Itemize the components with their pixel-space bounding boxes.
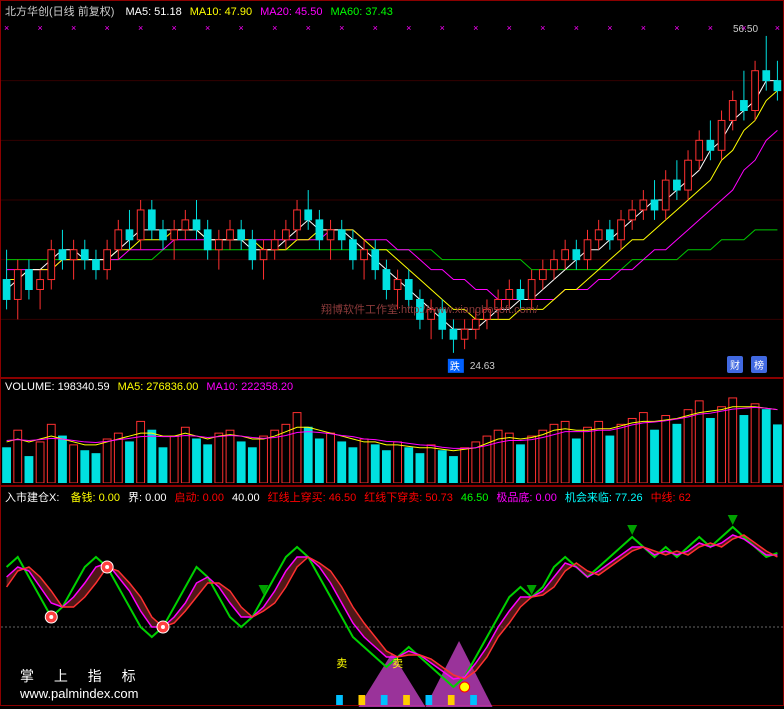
indicator-chart[interactable]: 卖卖 (1, 507, 783, 707)
svg-text:卖: 卖 (336, 657, 347, 670)
svg-text:56.50: 56.50 (733, 24, 758, 35)
volume-panel[interactable]: VOLUME: 198340.59MA5: 276836.00MA10: 222… (0, 378, 784, 486)
indicator-panel[interactable]: 入市建仓X: 备钱: 0.00界: 0.00启动: 0.0040.00红线上穿买… (0, 486, 784, 706)
price-chart-panel[interactable]: 北方华创(日线 前复权) MA5: 51.18MA10: 47.90MA20: … (0, 0, 784, 378)
svg-text:×: × (138, 23, 143, 33)
indicator-header: 入市建仓X: 备钱: 0.00界: 0.00启动: 0.0040.00红线上穿买… (1, 487, 783, 507)
svg-text:×: × (104, 23, 109, 33)
badge-bang: 榜 (751, 356, 767, 373)
svg-text:×: × (339, 23, 344, 33)
svg-text:×: × (507, 23, 512, 33)
svg-text:×: × (641, 23, 646, 33)
volume-chart[interactable] (1, 395, 783, 483)
svg-text:×: × (708, 23, 713, 33)
svg-text:×: × (440, 23, 445, 33)
svg-text:×: × (306, 23, 311, 33)
svg-text:×: × (540, 23, 545, 33)
svg-text:×: × (239, 23, 244, 33)
volume-header: VOLUME: 198340.59MA5: 276836.00MA10: 222… (1, 379, 783, 395)
svg-text:×: × (4, 23, 9, 33)
svg-text:×: × (574, 23, 579, 33)
svg-text:×: × (607, 23, 612, 33)
svg-text:×: × (205, 23, 210, 33)
price-header: 北方华创(日线 前复权) MA5: 51.18MA10: 47.90MA20: … (1, 1, 783, 21)
svg-text:卖: 卖 (392, 657, 403, 670)
svg-text:×: × (272, 23, 277, 33)
svg-text:跌: 跌 (450, 360, 460, 373)
svg-text:×: × (473, 23, 478, 33)
candlestick-chart[interactable]: ××××××××××××××××××××××××56.50跌24.63 (1, 21, 783, 379)
stock-title: 北方华创(日线 前复权) (5, 6, 114, 18)
svg-text:×: × (71, 23, 76, 33)
svg-text:×: × (674, 23, 679, 33)
svg-text:×: × (37, 23, 42, 33)
svg-text:×: × (373, 23, 378, 33)
svg-text:×: × (172, 23, 177, 33)
svg-text:×: × (775, 23, 780, 33)
badge-cai: 财 (727, 356, 743, 373)
svg-text:×: × (406, 23, 411, 33)
svg-text:24.63: 24.63 (470, 361, 495, 372)
